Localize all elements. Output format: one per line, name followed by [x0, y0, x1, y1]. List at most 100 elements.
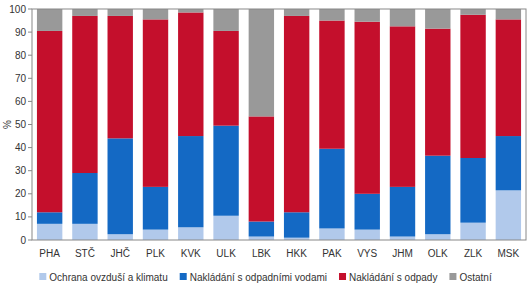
bar-segment [284, 16, 309, 212]
y-tick [28, 55, 32, 56]
bar-segment [37, 224, 62, 240]
bar-segment [496, 19, 521, 136]
legend-label: Nakládání s odpady [349, 272, 437, 283]
bar-segment [213, 31, 238, 126]
bar-segment [460, 9, 485, 15]
y-tick-label: 100 [9, 4, 26, 15]
bar-segment [496, 136, 521, 190]
bar-segment [37, 212, 62, 224]
y-tick [28, 193, 32, 194]
x-tick-label: VYS [357, 248, 377, 259]
bar-segment [178, 12, 203, 136]
bar-segment [390, 26, 415, 187]
x-tick-label: ULK [216, 248, 236, 259]
bar-segment [355, 22, 380, 194]
x-tick-label: MSK [498, 248, 520, 259]
bar-segment [496, 190, 521, 240]
bar-segment [143, 230, 168, 240]
y-tick [28, 216, 32, 217]
y-tick-label: 20 [15, 188, 27, 199]
bar-segment [37, 9, 62, 31]
bar-segment [355, 230, 380, 240]
bar-segment [108, 16, 133, 138]
legend-label: Nakládání s odpadními vodami [190, 272, 327, 283]
legend-label: Ostatní [459, 272, 491, 283]
legend-label: Ochrana ovzduší a klimatu [49, 272, 167, 283]
y-tick-label: 10 [15, 211, 27, 222]
y-axis-label: % [2, 120, 13, 129]
y-tick [28, 240, 32, 241]
x-tick-label: PHA [39, 248, 60, 259]
y-tick [28, 147, 32, 148]
plot-frame [32, 9, 526, 240]
bar-segment [460, 223, 485, 240]
x-tick-label: LBK [252, 248, 271, 259]
y-tick [28, 101, 32, 102]
x-tick-label: KVK [181, 248, 201, 259]
bar-segment [460, 158, 485, 223]
x-tick-label: PAK [322, 248, 342, 259]
y-tick [28, 32, 32, 33]
bar-segment [284, 9, 309, 16]
bar-segment [460, 15, 485, 158]
bar-segment [72, 173, 97, 224]
bar-segment [249, 237, 274, 240]
bar-segment [72, 224, 97, 240]
legend-swatch [180, 273, 187, 280]
bar-segment [249, 116, 274, 221]
x-tick-label: HKK [286, 248, 307, 259]
bar-segment [319, 149, 344, 229]
bar-segment [143, 9, 168, 19]
bar-segment [425, 29, 450, 156]
legend-swatch [339, 273, 346, 280]
x-tick-label: OLK [428, 248, 448, 259]
x-tick-label: JHM [392, 248, 413, 259]
bar-segment [178, 136, 203, 227]
bar-segment [213, 216, 238, 240]
y-tick-label: 90 [15, 27, 27, 38]
bars [37, 9, 521, 240]
y-tick-label: 30 [15, 165, 27, 176]
legend-swatch [39, 273, 46, 280]
bar-segment [319, 9, 344, 21]
bar-segment [319, 21, 344, 149]
bar-segment [108, 9, 133, 16]
y-tick-label: 80 [15, 50, 27, 61]
bar-segment [108, 138, 133, 234]
bar-segment [284, 212, 309, 237]
y-tick [28, 78, 32, 79]
bar-segment [390, 237, 415, 240]
bar-segment [496, 9, 521, 19]
bar-segment [425, 156, 450, 235]
chart: 0 10 20 30 40 50 60 70 80 90 100% PHA STČ JHČ PLK KVK UL… [0, 0, 531, 289]
bar-segment [37, 31, 62, 212]
bar-segment [319, 228, 344, 240]
x-tick-label: STČ [75, 247, 95, 259]
bar-segment [178, 9, 203, 12]
y-tick-label: 50 [15, 119, 27, 130]
legend: Ochrana ovzduší a klimatu Nakládání s odp… [39, 272, 492, 283]
bar-segment [72, 16, 97, 173]
y-tick-label: 60 [15, 96, 27, 107]
y-tick [28, 124, 32, 125]
bar-segment [425, 9, 450, 29]
bar-segment [425, 234, 450, 240]
bar-segment [213, 126, 238, 216]
bar-segment [390, 9, 415, 26]
y-tick [28, 9, 32, 10]
legend-swatch [449, 273, 456, 280]
bar-segment [143, 19, 168, 186]
y-tick-label: 40 [15, 142, 27, 153]
bar-segment [213, 9, 238, 31]
bar-segment [178, 227, 203, 240]
bar-segment [249, 9, 274, 116]
bar-segment [355, 194, 380, 230]
y-tick-label: 70 [15, 73, 27, 84]
bar-segment [249, 222, 274, 237]
x-tick-label: JHČ [110, 247, 129, 259]
y-tick-label: 0 [20, 235, 26, 246]
x-tick-label: PLK [146, 248, 165, 259]
bar-segment [108, 234, 133, 240]
bar-segment [72, 9, 97, 16]
y-tick [28, 170, 32, 171]
